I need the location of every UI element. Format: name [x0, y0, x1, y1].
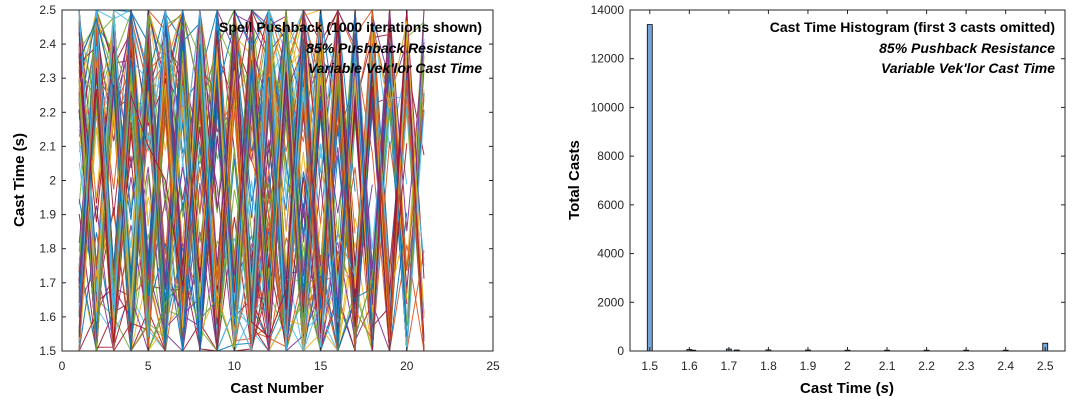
- plot2-histogram-bar: [646, 24, 653, 352]
- cast-time-histogram: 1.5 1.6 1.7 1.8 1.9 2 2.1 2.2 2.3 2.4 2.5 0 2000 400…: [566, 3, 1066, 397]
- plot1-annotation-title: Spell Pushback (1000 iterations shown): [219, 19, 482, 35]
- plot1-y-ticks: 1.5 1.6 1.7 1.8 1.9 2 2.1 2.2 2.3 2.4 2.5: [39, 3, 493, 358]
- plot2-y-tick-label: 4000: [597, 247, 624, 261]
- plot2-annotation-resistance: 85% Pushback Resistance: [879, 40, 1055, 56]
- plot1-x-tick-label: 20: [400, 359, 414, 373]
- plot1-y-tick-label: 1.5: [39, 344, 56, 358]
- plot1-y-tick-label: 2.5: [39, 3, 56, 17]
- plot2-x-tick-label: 2.4: [997, 359, 1014, 373]
- plot1-series-line: [78, 10, 391, 351]
- plot1-series-group: [78, 10, 425, 351]
- plot1-annotation-resistance: 85% Pushback Resistance: [306, 40, 482, 56]
- pushback-line-chart: 0 5 10 15 20 25 1.5 1.6 1.7 1.8 1.9 2 2.1 2.2 2.3 2.4 2…: [11, 3, 500, 397]
- plot2-axes-background: [630, 10, 1065, 351]
- plot1-series-line: [78, 10, 356, 351]
- plot1-y-tick-label: 2.4: [39, 37, 56, 51]
- plot2-x-tick-label: 2.2: [918, 359, 935, 373]
- plot1-y-tick-label: 2: [49, 174, 56, 188]
- plot2-y-tick-label: 6000: [597, 198, 624, 212]
- plot2-x-axis-label-end: ): [889, 380, 894, 397]
- plot2-x-tick-label: 1.7: [721, 359, 738, 373]
- plot1-x-ticks: 0 5 10 15 20 25: [59, 10, 500, 373]
- plot2-y-tick-label: 8000: [597, 149, 624, 163]
- plot1-series-line: [78, 10, 391, 351]
- plot1-series-line: [78, 10, 356, 351]
- plot1-series-line: [78, 10, 391, 351]
- plot1-y-tick-label: 2.2: [39, 105, 56, 119]
- plot1-series-line: [78, 10, 391, 351]
- plot1-series-line: [78, 10, 391, 351]
- plot2-x-tick-label: 2.1: [879, 359, 896, 373]
- plot1-series-line: [78, 10, 391, 351]
- plot2-y-tick-label: 12000: [591, 52, 625, 66]
- plot1-x-axis-label: Cast Number: [230, 380, 324, 397]
- plot1-x-tick-label: 25: [486, 359, 500, 373]
- plot2-y-ticks: 0 2000 4000 6000 8000 10000 12000 14000: [591, 3, 1065, 358]
- plot2-y-tick-label: 10000: [591, 100, 625, 114]
- plot1-series-line: [78, 10, 391, 351]
- plot1-y-tick-label: 2.1: [39, 139, 56, 153]
- plot1-y-tick-label: 1.8: [39, 242, 56, 256]
- plot1-y-tick-label: 1.7: [39, 276, 56, 290]
- plot2-x-tick-label: 2: [844, 359, 851, 373]
- plot1-x-tick-label: 10: [228, 359, 242, 373]
- plot1-series-line: [78, 14, 391, 351]
- plot2-y-tick-label: 14000: [591, 3, 625, 17]
- plot1-annotation-variable: Variable Vek'lor Cast Time: [308, 60, 482, 76]
- plot1-y-tick-label: 1.9: [39, 208, 56, 222]
- plot2-x-axis-label-var: s: [881, 380, 889, 397]
- plot1-series-line: [78, 10, 425, 351]
- plot2-x-tick-label: 1.8: [760, 359, 777, 373]
- plot1-series-line: [78, 10, 391, 351]
- plot1-y-tick-label: 1.6: [39, 310, 56, 324]
- plot2-y-tick-label: 2000: [597, 295, 624, 309]
- plot2-x-axis-label: Cast Time (s): [800, 380, 894, 397]
- plot2-y-axis-label: Total Casts: [566, 140, 583, 220]
- plot2-annotation-title: Cast Time Histogram (first 3 casts omitt…: [770, 19, 1055, 35]
- plot1-x-tick-label: 0: [59, 359, 66, 373]
- plot1-x-tick-label: 15: [314, 359, 328, 373]
- plot1-y-tick-label: 2.3: [39, 71, 56, 85]
- plot2-y-tick-label: 0: [617, 344, 624, 358]
- plot2-x-tick-label: 1.6: [681, 359, 698, 373]
- plot2-annotation-variable: Variable Vek'lor Cast Time: [881, 60, 1055, 76]
- plot1-series-line: [78, 10, 373, 351]
- plot2-x-axis-label-main: Cast Time (: [800, 380, 881, 397]
- plot1-series-line: [78, 10, 373, 351]
- plot2-x-tick-label: 2.3: [958, 359, 975, 373]
- plot2-x-ticks: 1.5 1.6 1.7 1.8 1.9 2 2.1 2.2 2.3 2.4 2.5: [641, 10, 1054, 373]
- plot2-x-tick-label: 1.9: [800, 359, 817, 373]
- plot1-x-tick-label: 5: [145, 359, 152, 373]
- plot1-y-axis-label: Cast Time (s): [11, 133, 28, 227]
- plot2-x-tick-label: 2.5: [1037, 359, 1054, 373]
- plot2-x-tick-label: 1.5: [641, 359, 658, 373]
